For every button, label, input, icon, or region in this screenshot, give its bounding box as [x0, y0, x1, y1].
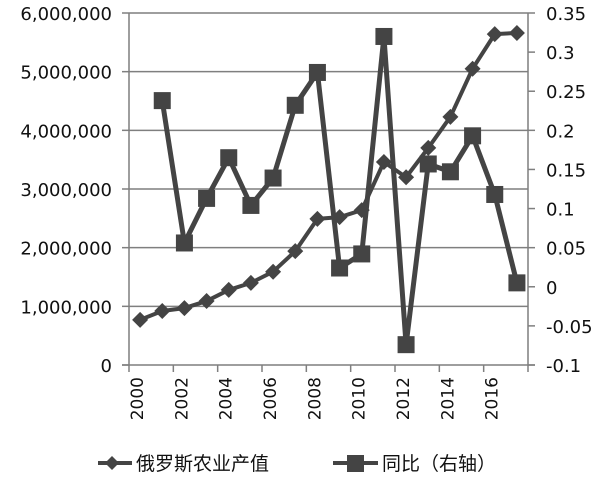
- square-marker: [198, 189, 216, 207]
- left-tick-label: 5,000,000: [20, 63, 112, 84]
- square-marker: [308, 63, 326, 81]
- legend-label: 俄罗斯农业产值: [136, 453, 269, 475]
- diamond-marker: [176, 300, 193, 317]
- x-tick-label: 2000: [128, 377, 148, 420]
- x-tick-label: 2004: [217, 377, 237, 420]
- right-tick-label: -0.1: [546, 356, 581, 377]
- legend-item-yoy: 同比（右轴）: [333, 453, 496, 475]
- diamond-marker: [198, 293, 215, 310]
- x-tick-label: 2002: [172, 377, 192, 420]
- diamond-marker: [242, 274, 259, 291]
- square-marker: [331, 259, 349, 277]
- right-tick-label: 0.05: [546, 239, 586, 260]
- square-marker: [264, 169, 282, 187]
- left-tick-label: 6,000,000: [20, 4, 112, 25]
- legend-item-agri-output: 俄罗斯农业产值: [98, 453, 269, 475]
- diamond-marker: [132, 311, 149, 328]
- left-axis-tick-labels: 0 1,000,000 2,000,000 3,000,000 4,000,000 5,0…: [20, 4, 112, 377]
- right-tick-label: 0.3: [546, 43, 575, 64]
- diamond-marker: [265, 263, 282, 280]
- left-tick-label: 3,000,000: [20, 180, 112, 201]
- x-tick-label: 2016: [483, 377, 503, 420]
- left-tick-label: 4,000,000: [20, 121, 112, 142]
- square-marker: [508, 274, 526, 292]
- x-axis-tick-labels: 2000 2002 2004 2006 2008 2010 2012 2014 2016: [128, 377, 503, 420]
- diamond-marker: [486, 26, 503, 43]
- x-tick-label: 2012: [394, 377, 414, 420]
- left-tick-label: 2,000,000: [20, 239, 112, 260]
- diamond-marker: [442, 108, 459, 125]
- diamond-marker: [420, 139, 437, 156]
- square-marker-icon: [347, 455, 364, 472]
- right-tick-label: 0.2: [546, 121, 575, 142]
- square-marker: [286, 96, 304, 114]
- square-marker: [242, 196, 260, 214]
- right-tick-label: 0: [546, 278, 557, 299]
- right-tick-label: 0.25: [546, 82, 586, 103]
- right-tick-label: 0.1: [546, 200, 575, 221]
- square-marker: [441, 163, 459, 181]
- legend-label: 同比（右轴）: [382, 453, 496, 475]
- diamond-marker: [398, 169, 415, 186]
- diamond-marker-icon: [105, 456, 119, 470]
- left-tick-label: 0: [101, 356, 112, 377]
- square-marker: [464, 127, 482, 145]
- diamond-marker: [309, 210, 326, 227]
- square-marker: [375, 27, 393, 45]
- x-tick-label: 2008: [305, 377, 325, 420]
- x-tick-label: 2014: [438, 377, 458, 420]
- diamond-marker: [287, 243, 304, 260]
- square-marker: [397, 336, 415, 354]
- diamond-marker: [154, 303, 171, 320]
- axes: [122, 12, 535, 372]
- diamond-marker: [508, 24, 525, 41]
- diamond-marker: [464, 60, 481, 77]
- x-tick-label: 2010: [350, 377, 370, 420]
- x-tick-label: 2006: [261, 377, 281, 420]
- square-marker: [153, 92, 171, 110]
- series-yoy-growth: [153, 27, 526, 354]
- right-tick-label: 0.15: [546, 160, 586, 181]
- series-agri-output: [132, 24, 525, 328]
- left-tick-label: 1,000,000: [20, 297, 112, 318]
- right-axis-tick-labels: -0.1 -0.05 0 0.05 0.1 0.15 0.2 0.25 0.3 0.35: [546, 4, 593, 377]
- square-marker: [486, 185, 504, 203]
- right-tick-label: -0.05: [546, 317, 593, 338]
- square-marker: [419, 155, 437, 173]
- diamond-marker: [375, 154, 392, 171]
- legend: 俄罗斯农业产值 同比（右轴）: [98, 453, 496, 475]
- diamond-marker: [220, 281, 237, 298]
- square-marker: [353, 245, 371, 263]
- right-tick-label: 0.35: [546, 4, 586, 25]
- square-marker: [220, 149, 238, 167]
- square-marker: [175, 234, 193, 252]
